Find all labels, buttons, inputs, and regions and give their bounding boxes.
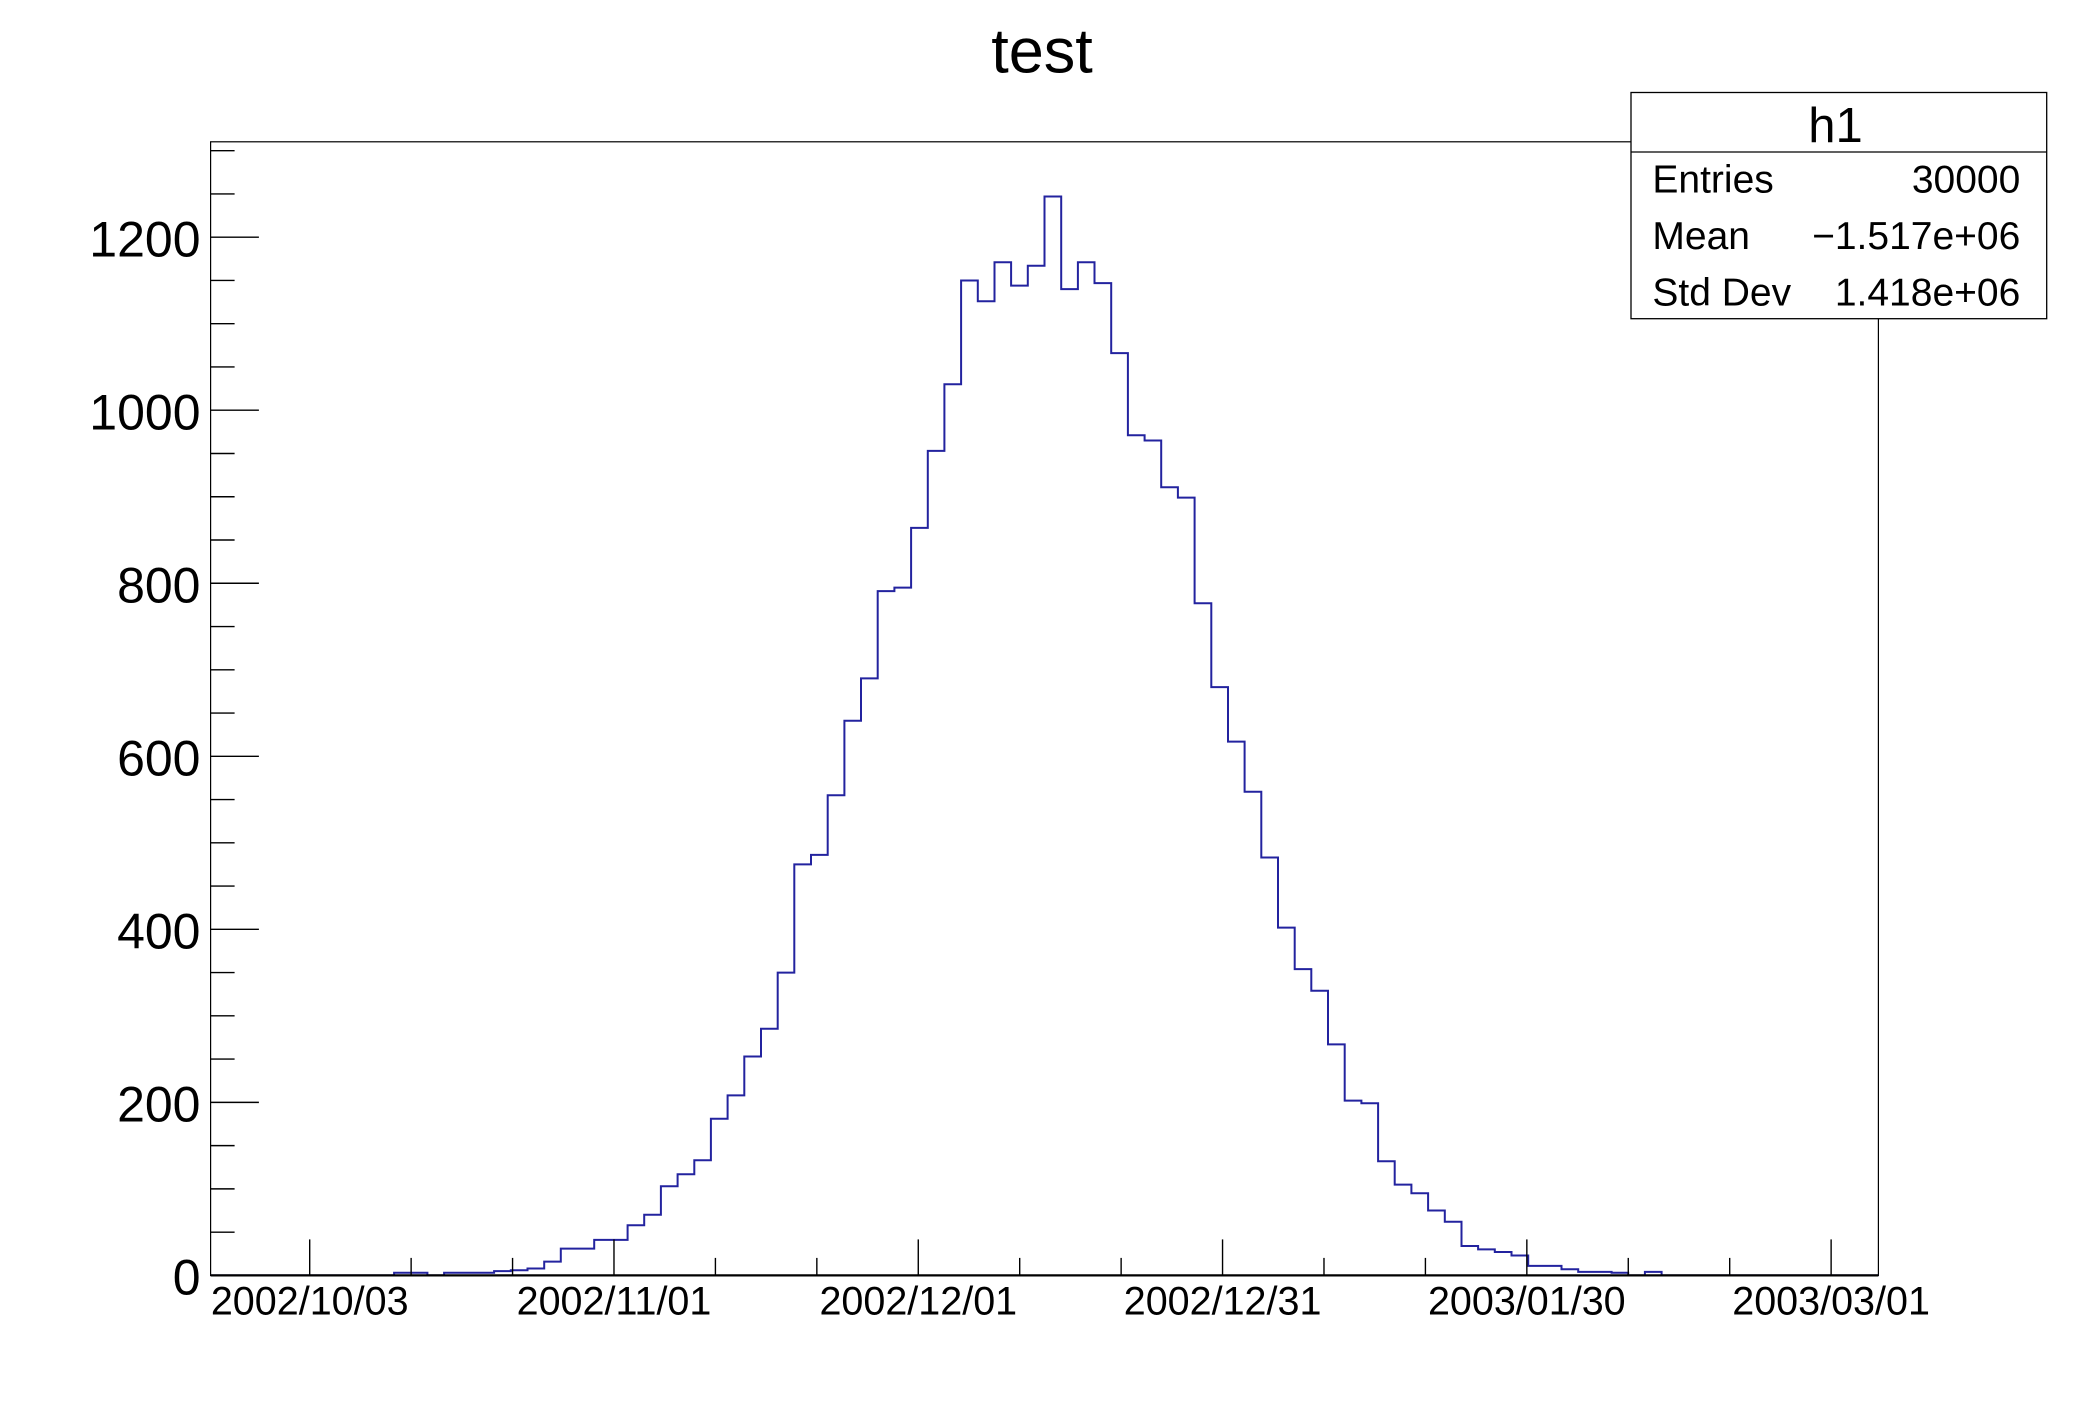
svg-text:Std Dev: Std Dev bbox=[1652, 272, 1791, 315]
svg-text:2003/01/30: 2003/01/30 bbox=[1428, 1279, 1626, 1323]
svg-text:Mean: Mean bbox=[1652, 215, 1750, 258]
svg-text:2003/03/01: 2003/03/01 bbox=[1732, 1279, 1930, 1323]
svg-text:0: 0 bbox=[173, 1250, 201, 1306]
svg-text:1200: 1200 bbox=[89, 211, 200, 267]
svg-text:200: 200 bbox=[117, 1077, 200, 1133]
svg-text:2002/11/01: 2002/11/01 bbox=[517, 1279, 712, 1323]
svg-text:2002/12/31: 2002/12/31 bbox=[1124, 1279, 1322, 1323]
svg-text:2002/12/01: 2002/12/01 bbox=[819, 1279, 1017, 1323]
svg-text:Entries: Entries bbox=[1652, 158, 1773, 201]
svg-text:1.418e+06: 1.418e+06 bbox=[1835, 272, 2020, 315]
svg-text:test: test bbox=[991, 17, 1093, 87]
svg-text:600: 600 bbox=[117, 731, 200, 787]
svg-text:2002/10/03: 2002/10/03 bbox=[211, 1279, 409, 1323]
svg-text:30000: 30000 bbox=[1912, 158, 2020, 201]
svg-text:400: 400 bbox=[117, 904, 200, 960]
svg-text:−1.517e+06: −1.517e+06 bbox=[1812, 215, 2020, 258]
svg-text:h1: h1 bbox=[1808, 99, 1863, 153]
svg-text:1000: 1000 bbox=[89, 384, 200, 440]
svg-text:800: 800 bbox=[117, 558, 200, 614]
